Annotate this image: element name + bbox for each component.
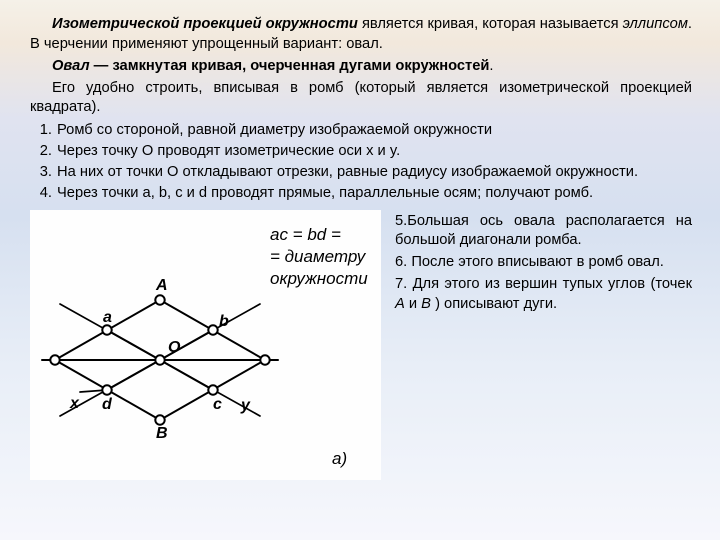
step-7: 7. Для этого из вершин тупых углов (точе… [395,275,692,315]
figure-row: A B a b c d O x y ac = bd = = диаметру о… [30,210,692,480]
right-column: 5.Большая ось овала располагается на бол… [395,210,692,317]
fig-label-y: y [240,397,251,414]
fig-label-b: b [219,313,229,330]
fig-label-B: B [156,425,168,442]
fig-marker: а) [332,449,347,468]
term-iso: Изометрической проекцией окружности [52,16,358,32]
fig-label-x: x [69,395,80,412]
steps-list: 1.Ромб со стороной, равной диаметру изоб… [30,121,692,203]
list-item: 4.Через точки a, b, c и d проводят прямы… [30,184,692,204]
figure: A B a b c d O x y ac = bd = = диаметру о… [30,210,381,480]
fig-caption-3: окружности [270,269,368,288]
list-item: 1.Ромб со стороной, равной диаметру изоб… [30,121,692,141]
list-item: 2.Через точку О проводят изометрические … [30,142,692,162]
fig-label-d: d [102,396,113,413]
para-2: Овал — замкнутая кривая, очерченная дуга… [30,57,692,77]
term-oval: Овал [52,58,90,74]
fig-caption-1: ac = bd = [270,225,341,244]
fig-label-A: A [155,277,168,294]
fig-caption-2: = диаметру [270,247,367,266]
para-1: Изометрической проекцией окружности явля… [30,15,692,55]
step-6: 6. После этого вписывают в ромб овал. [395,253,692,273]
step-5: 5.Большая ось овала располагается на бол… [395,212,692,252]
fig-label-O: O [168,339,181,356]
term-ellipse: эллипсом [623,16,688,32]
fig-label-c: c [213,396,222,413]
list-item: 3.На них от точки О откладывают отрезки,… [30,163,692,183]
fig-label-a: a [103,309,112,326]
para-3: Его удобно строить, вписывая в ромб (кот… [30,79,692,119]
